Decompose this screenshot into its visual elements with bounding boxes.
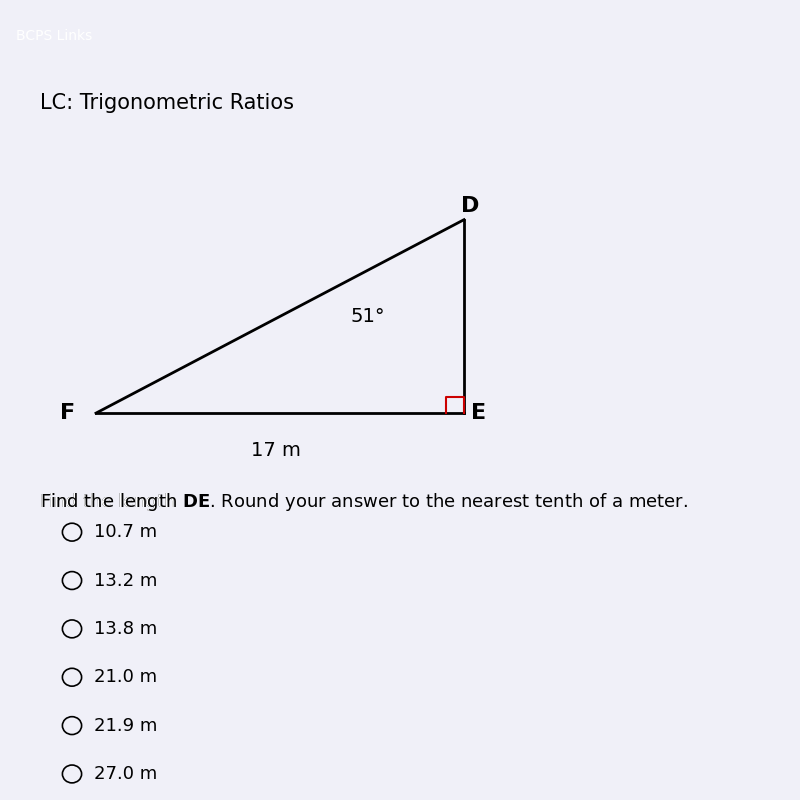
Text: 21.0 m: 21.0 m bbox=[94, 668, 157, 686]
Text: Find the length: Find the length bbox=[40, 494, 181, 511]
Text: Find the length: Find the length bbox=[40, 494, 181, 511]
Text: F: F bbox=[61, 403, 75, 423]
Text: 13.8 m: 13.8 m bbox=[94, 620, 157, 638]
Text: 27.0 m: 27.0 m bbox=[94, 765, 157, 783]
Text: D: D bbox=[462, 196, 479, 216]
Text: 21.9 m: 21.9 m bbox=[94, 717, 157, 734]
Text: 17 m: 17 m bbox=[251, 441, 301, 460]
Text: 10.7 m: 10.7 m bbox=[94, 523, 157, 541]
Text: 13.2 m: 13.2 m bbox=[94, 571, 157, 590]
Text: Find the length $\mathbf{DE}$. Round your answer to the nearest tenth of a meter: Find the length $\mathbf{DE}$. Round you… bbox=[40, 491, 688, 514]
Text: 51°: 51° bbox=[350, 307, 386, 326]
Text: LC: Trigonometric Ratios: LC: Trigonometric Ratios bbox=[40, 94, 294, 114]
Text: E: E bbox=[471, 403, 486, 423]
Text: BCPS Links: BCPS Links bbox=[16, 30, 92, 43]
